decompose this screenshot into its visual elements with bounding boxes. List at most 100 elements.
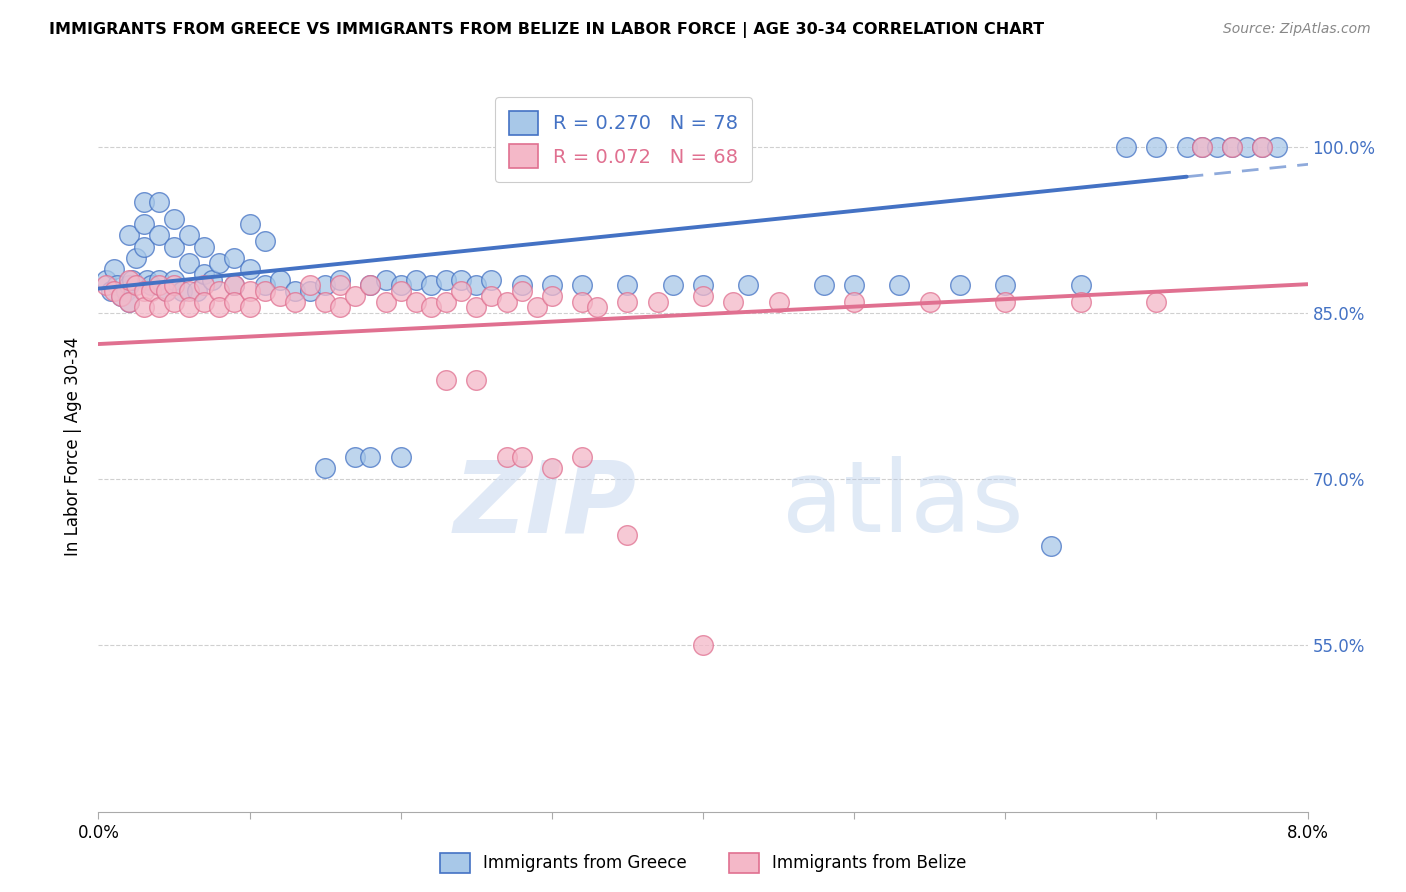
Point xyxy=(208,256,231,270)
Point xyxy=(844,294,866,309)
Point xyxy=(1070,294,1092,309)
Point xyxy=(94,273,117,287)
Point xyxy=(994,278,1017,293)
Point xyxy=(132,284,155,298)
Point xyxy=(540,461,562,475)
Point xyxy=(692,639,714,653)
Point xyxy=(1191,140,1213,154)
Point xyxy=(125,278,148,293)
Point xyxy=(239,301,262,315)
Point xyxy=(1070,278,1092,293)
Point xyxy=(405,273,427,287)
Point xyxy=(1267,140,1289,154)
Point xyxy=(163,294,186,309)
Point xyxy=(239,284,262,298)
Point xyxy=(616,294,638,309)
Point xyxy=(132,301,155,315)
Point xyxy=(994,294,1017,309)
Point xyxy=(118,294,141,309)
Point xyxy=(269,273,291,287)
Point xyxy=(510,450,533,464)
Point xyxy=(314,294,336,309)
Point xyxy=(616,278,638,293)
Point xyxy=(723,294,745,309)
Point xyxy=(179,256,201,270)
Point xyxy=(201,273,224,287)
Point xyxy=(692,289,714,303)
Point xyxy=(1175,140,1198,154)
Point xyxy=(208,301,231,315)
Point xyxy=(114,284,136,298)
Point xyxy=(374,273,396,287)
Point xyxy=(163,273,186,287)
Point xyxy=(314,278,336,293)
Point xyxy=(360,278,382,293)
Point xyxy=(208,284,231,298)
Y-axis label: In Labor Force | Age 30-34: In Labor Force | Age 30-34 xyxy=(65,336,83,556)
Point xyxy=(510,278,533,293)
Point xyxy=(110,289,132,303)
Point xyxy=(1251,140,1274,154)
Point xyxy=(450,284,472,298)
Point xyxy=(253,284,276,298)
Point xyxy=(132,218,155,232)
Point xyxy=(118,278,141,293)
Point xyxy=(1115,140,1137,154)
Text: ZIP: ZIP xyxy=(454,456,637,553)
Point xyxy=(163,278,186,293)
Point xyxy=(118,273,141,287)
Point xyxy=(465,372,488,386)
Point xyxy=(329,301,352,315)
Point xyxy=(329,273,352,287)
Point xyxy=(450,273,472,287)
Point xyxy=(299,284,322,298)
Point xyxy=(163,239,186,253)
Point xyxy=(148,228,170,243)
Point xyxy=(1191,140,1213,154)
Text: IMMIGRANTS FROM GREECE VS IMMIGRANTS FROM BELIZE IN LABOR FORCE | AGE 30-34 CORR: IMMIGRANTS FROM GREECE VS IMMIGRANTS FRO… xyxy=(49,22,1045,38)
Point xyxy=(224,278,246,293)
Point xyxy=(1146,140,1168,154)
Point xyxy=(571,278,593,293)
Legend: R = 0.270   N = 78, R = 0.072   N = 68: R = 0.270 N = 78, R = 0.072 N = 68 xyxy=(495,97,752,182)
Point xyxy=(420,301,443,315)
Point xyxy=(103,284,125,298)
Point xyxy=(94,278,117,293)
Point xyxy=(586,301,609,315)
Point xyxy=(170,284,193,298)
Point xyxy=(193,267,215,281)
Point xyxy=(434,372,457,386)
Point xyxy=(510,284,533,298)
Text: atlas: atlas xyxy=(782,456,1024,553)
Point xyxy=(344,289,367,303)
Point xyxy=(420,278,443,293)
Point xyxy=(571,294,593,309)
Point xyxy=(132,195,155,210)
Point xyxy=(186,284,208,298)
Point xyxy=(284,294,307,309)
Point xyxy=(405,294,427,309)
Point xyxy=(121,273,143,287)
Point xyxy=(1236,140,1258,154)
Point xyxy=(148,195,170,210)
Point xyxy=(918,294,941,309)
Point xyxy=(193,278,215,293)
Point xyxy=(224,278,246,293)
Point xyxy=(360,450,382,464)
Point xyxy=(118,228,141,243)
Point xyxy=(100,284,122,298)
Point xyxy=(141,284,163,298)
Point xyxy=(949,278,972,293)
Point xyxy=(540,289,562,303)
Point xyxy=(813,278,835,293)
Point xyxy=(434,294,457,309)
Point xyxy=(224,251,246,265)
Point xyxy=(1206,140,1229,154)
Point xyxy=(844,278,866,293)
Point xyxy=(1220,140,1243,154)
Point xyxy=(389,278,412,293)
Point xyxy=(495,294,517,309)
Point xyxy=(239,218,262,232)
Legend: Immigrants from Greece, Immigrants from Belize: Immigrants from Greece, Immigrants from … xyxy=(433,847,973,880)
Point xyxy=(135,273,157,287)
